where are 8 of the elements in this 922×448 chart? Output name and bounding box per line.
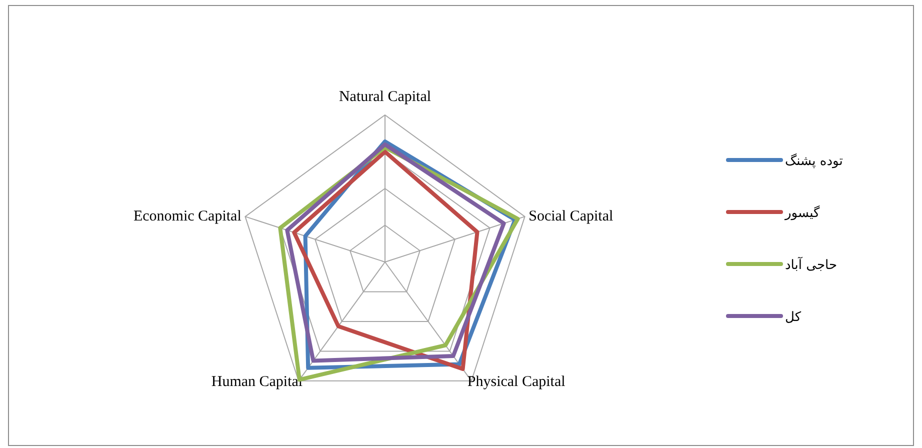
spoke-label: Economic Capital	[134, 208, 242, 224]
legend-label: گیسور	[784, 205, 821, 221]
legend-label: توده پشنگ	[785, 153, 844, 169]
legend-label: کل	[785, 310, 802, 325]
legend-label: حاجی آباد	[785, 256, 837, 273]
spoke-label: Social Capital	[528, 208, 614, 224]
spoke-label: Physical Capital	[467, 374, 566, 390]
spoke-label: Natural Capital	[338, 89, 432, 105]
